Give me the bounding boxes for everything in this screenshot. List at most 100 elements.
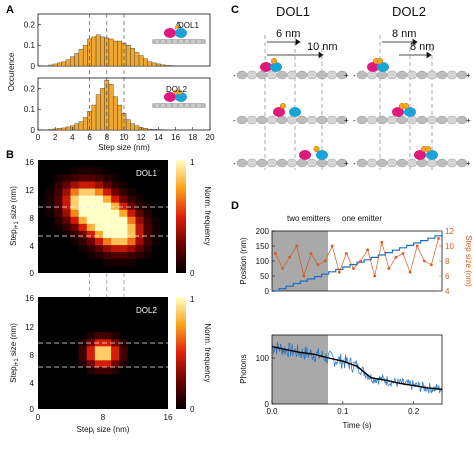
heatmap-cell bbox=[103, 237, 112, 246]
heatmap-cell bbox=[119, 360, 128, 368]
histogram-bar bbox=[151, 62, 157, 67]
tubulin-subunit bbox=[336, 115, 348, 125]
stepsize-point bbox=[352, 267, 355, 270]
tubulin-subunit bbox=[336, 158, 348, 168]
heatmap-cell bbox=[70, 223, 79, 231]
heatmap-cell bbox=[86, 223, 96, 231]
a-ytick-label: 0.1 bbox=[24, 41, 36, 50]
stepsize-line bbox=[275, 238, 439, 278]
b2-ytick-16: 16 bbox=[25, 294, 34, 303]
histogram-bar bbox=[78, 49, 84, 67]
histogram-bar bbox=[48, 64, 54, 67]
d-y2tick-label: 8 bbox=[445, 257, 450, 266]
stepsize-point bbox=[302, 274, 306, 278]
heatmap-cell bbox=[143, 244, 153, 253]
heatmap-cell bbox=[111, 237, 120, 246]
panel-label-b: B bbox=[6, 149, 14, 161]
d-y2tick-label: 10 bbox=[445, 242, 454, 251]
heatmap-cell bbox=[143, 237, 153, 246]
tubulin-subunit bbox=[296, 158, 308, 168]
heatmap-cell bbox=[94, 216, 104, 224]
tubulin-subunit bbox=[256, 158, 268, 168]
stepsize-point bbox=[309, 252, 313, 255]
heatmap-cell bbox=[70, 181, 79, 189]
heatmap-cell bbox=[62, 174, 71, 182]
d-ytick-label: 0 bbox=[265, 400, 270, 409]
heatmap-cell bbox=[62, 216, 71, 224]
heatmap-cell bbox=[94, 332, 104, 340]
heatmap-label-dol1: DOL1 bbox=[136, 169, 157, 178]
histogram-bar bbox=[74, 53, 80, 67]
stepsize-point bbox=[344, 252, 348, 255]
heatmap-cell bbox=[86, 202, 96, 210]
a-xtick-label: 2 bbox=[53, 133, 58, 142]
tubulin-subunit bbox=[306, 158, 318, 168]
panel-a-label-dol2: DOL2 bbox=[166, 85, 187, 94]
heatmap-cell bbox=[143, 251, 153, 260]
heatmap-label-dol2: DOL2 bbox=[136, 306, 157, 315]
tubulin-subunit bbox=[416, 158, 428, 168]
heatmap-cell bbox=[127, 251, 136, 260]
stepsize-point bbox=[281, 267, 285, 270]
a-ytick-label: 0 bbox=[31, 62, 36, 71]
tubulin-subunit bbox=[266, 115, 278, 125]
heatmap-dol1 bbox=[46, 167, 161, 267]
histogram-bar bbox=[117, 40, 123, 67]
tubulin-subunit bbox=[416, 70, 428, 80]
heatmap-cell bbox=[127, 223, 136, 231]
heatmap-cell bbox=[54, 209, 63, 217]
heatmap-cell bbox=[86, 237, 96, 246]
tubulin-subunit bbox=[276, 115, 288, 125]
tubulin-subunit bbox=[376, 115, 388, 125]
heatmap-cell bbox=[111, 244, 120, 253]
heatmap-cell bbox=[62, 230, 71, 238]
heatmap-cell bbox=[78, 202, 88, 210]
d-ylabel-stepsize: Step size (nm) bbox=[464, 235, 473, 287]
tubulin-subunit bbox=[316, 115, 328, 125]
a-xtick-label: 6 bbox=[87, 133, 92, 142]
heatmap-cell bbox=[135, 195, 144, 203]
histogram-bar bbox=[65, 59, 71, 67]
tubulin-subunit bbox=[446, 158, 458, 168]
heatmap-vertical-guides bbox=[89, 273, 125, 297]
panel-c-title-dol2: DOL2 bbox=[392, 4, 426, 19]
a-xtick-label: 0 bbox=[36, 133, 41, 142]
histogram-bar bbox=[70, 56, 75, 67]
heatmap-cell bbox=[86, 346, 96, 354]
panel-c-guides bbox=[264, 35, 433, 170]
heatmap-cell bbox=[111, 332, 120, 340]
histogram-bar bbox=[121, 42, 127, 67]
histogram-bar bbox=[95, 94, 101, 131]
histogram-bar bbox=[82, 117, 88, 131]
filament-minus-end: - bbox=[353, 159, 356, 168]
b-xtick-0: 0 bbox=[36, 413, 41, 422]
tubulin-subunit bbox=[356, 158, 368, 168]
heatmap-cell bbox=[119, 216, 128, 224]
heatmap-cell bbox=[94, 367, 104, 375]
heatmap-cell bbox=[103, 195, 112, 203]
photon-fit bbox=[271, 345, 443, 390]
panel-b: DOL1 DOL2 16 12 8 4 0 16 12 8 4 0 0 8 16… bbox=[9, 158, 212, 436]
panel-a-ylabel: Occurence bbox=[7, 52, 16, 91]
tubulin-subunit bbox=[456, 158, 468, 168]
histogram-bar bbox=[108, 84, 114, 131]
panel-a: 0 0.1 0.2 0 0.1 0.2 0 2 4 6 8 10 12 14 16 18 20 Occurenc… bbox=[7, 13, 215, 152]
heatmap-cell bbox=[78, 188, 88, 196]
stepsize-point bbox=[415, 244, 419, 248]
stepsize-point bbox=[422, 259, 426, 263]
heatmap-cell bbox=[119, 244, 128, 253]
heatmap-cell bbox=[127, 230, 136, 238]
heatmap-cell bbox=[103, 230, 112, 238]
histogram-bar bbox=[57, 62, 62, 67]
heatmap-cell bbox=[111, 360, 120, 368]
tubulin-subunit bbox=[316, 158, 328, 168]
heatmap-cell bbox=[94, 230, 104, 238]
histogram-bar bbox=[147, 61, 153, 67]
tubulin-subunit bbox=[286, 115, 298, 125]
filament-minus-end: - bbox=[233, 116, 236, 125]
heatmap-cell bbox=[103, 174, 112, 182]
histogram-bar bbox=[95, 34, 101, 67]
heatmap-cell bbox=[111, 216, 120, 224]
d-bottom-plot bbox=[271, 341, 443, 394]
heatmap-cell bbox=[111, 188, 120, 196]
